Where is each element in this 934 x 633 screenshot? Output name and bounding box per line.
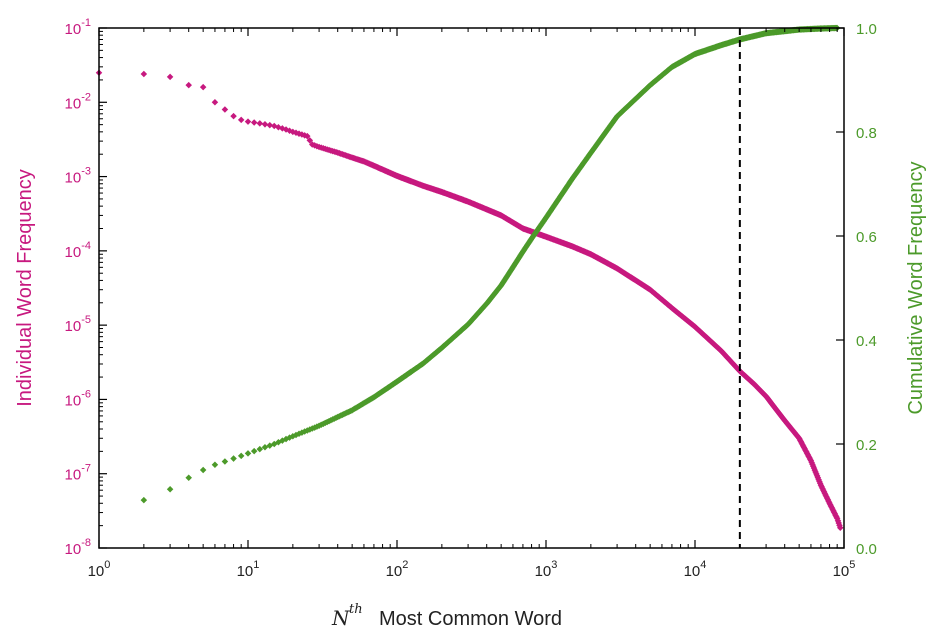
data-point (221, 106, 229, 113)
data-point (237, 116, 245, 124)
data-point (244, 118, 252, 125)
y-left-tick-label: 10-6 (65, 388, 91, 409)
y-right-tick-label: 0.8 (856, 125, 877, 142)
x-tick-label: 102 (386, 559, 409, 580)
x-tick-label: 101 (237, 559, 260, 580)
y-left-tick-label: 10-4 (65, 240, 91, 261)
data-point (304, 132, 311, 140)
x-axis-label: N th Most Common Word (331, 602, 562, 630)
data-point (185, 81, 192, 89)
data-point (250, 447, 258, 455)
data-point (185, 474, 192, 482)
y-left-tick-label: 10-3 (65, 166, 91, 187)
data-point (230, 455, 237, 462)
chart-marks-layer (95, 24, 844, 548)
y-axis-right-label: Cumulative Word Frequency (905, 161, 927, 414)
y-left-tick-label: 10-1 (65, 17, 91, 38)
y-left-tick-label: 10-7 (65, 463, 91, 484)
data-point (230, 112, 237, 120)
series-cumulative-points (140, 24, 841, 504)
data-point (221, 458, 229, 465)
plot-area-frame (98, 27, 845, 549)
data-point (211, 461, 219, 469)
data-point (166, 73, 174, 81)
data-point (256, 445, 264, 453)
series-individual-points (95, 69, 844, 531)
y-right-tick-label: 1.0 (856, 21, 877, 38)
x-tick-label: 100 (88, 559, 111, 580)
x-tick-label: 104 (684, 559, 707, 580)
y-right-tick-label: 0.2 (856, 437, 877, 454)
data-point (237, 452, 245, 460)
y-axis-left-label: Individual Word Frequency (14, 169, 36, 407)
x-axis-label-superscript: th (349, 602, 363, 617)
axis-ticks-layer: 100 101 102 103 104 105 10-8 10-7 10-6 10-5 10-4 10… (65, 17, 877, 580)
data-point (199, 83, 207, 91)
data-point (266, 121, 274, 129)
x-tick-label: 103 (535, 559, 558, 580)
data-point (256, 120, 264, 127)
data-point (836, 524, 844, 531)
data-point (306, 137, 314, 144)
x-tick-label: 105 (833, 559, 856, 580)
data-point (140, 70, 148, 78)
y-left-tick-label: 10-5 (65, 314, 91, 335)
y-right-tick-label: 0.0 (856, 541, 877, 558)
data-point (244, 450, 252, 457)
y-right-tick-label: 0.4 (856, 333, 877, 350)
y-left-tick-label: 10-2 (65, 91, 91, 112)
data-point (199, 466, 207, 474)
y-right-tick-label: 0.6 (856, 229, 877, 246)
data-point (140, 496, 148, 504)
data-point (250, 119, 258, 126)
data-point (261, 121, 269, 128)
data-point (166, 485, 174, 493)
y-left-tick-label: 10-8 (65, 537, 91, 558)
x-axis-label-text: Most Common Word (379, 608, 562, 630)
data-point (211, 99, 219, 106)
x-axis-label-n: N (331, 606, 351, 630)
